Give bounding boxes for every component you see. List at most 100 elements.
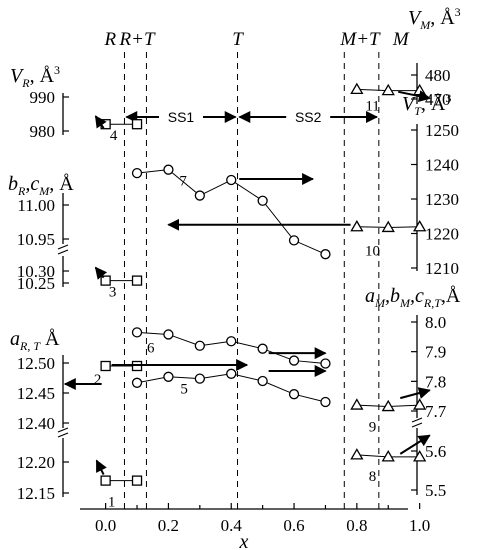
v-t-tick-label: 1220 — [425, 225, 459, 244]
series-5-circle-marker — [257, 375, 268, 387]
series-10-number-label: 10 — [365, 243, 380, 259]
am-bm-crt-title-symbol: a — [365, 285, 375, 307]
am-bm-crt-title-subscript: M — [374, 296, 386, 310]
series-6-circle-marker — [163, 329, 174, 340]
series-8-number-label: 8 — [369, 469, 377, 485]
series-8-triangle-marker — [413, 450, 427, 462]
v-r-title-superscript: 3 — [54, 63, 60, 77]
series-4-number-label: 4 — [110, 128, 118, 144]
a-rt-title-subscript: R, T — [19, 339, 41, 353]
x-tick-label: 0.6 — [283, 516, 304, 535]
v-t-title-symbol: V — [402, 93, 417, 115]
a-rt-tick-label: 12.40 — [17, 414, 55, 433]
v-t-tick-label: 1210 — [425, 259, 459, 278]
a-rt-axis-title: aR, T Å — [10, 328, 60, 353]
series-6-circle-marker — [288, 355, 300, 366]
am-bm-crt-title-subscript-3: R,T — [423, 296, 442, 310]
series-11-triangle-marker — [381, 83, 395, 96]
phase-label: R — [104, 29, 117, 50]
br-cm-title-symbol-2: ,c — [25, 173, 39, 195]
x-tick-label: 0.0 — [95, 516, 116, 535]
x-tick-label: 0.8 — [346, 516, 367, 535]
am-bm-crt-tick-label: 5.5 — [425, 481, 446, 500]
v-r-title-symbol: V — [10, 65, 25, 87]
x-tick-label: 0.4 — [221, 516, 243, 535]
phase-label: T — [232, 29, 244, 50]
series-3-square-marker — [131, 275, 143, 286]
series-8-triangle-marker — [381, 450, 395, 462]
series-11-number-label: 11 — [365, 99, 379, 115]
series-6-circle-marker — [320, 358, 331, 369]
br-cm-tick-label: 10.30 — [17, 262, 55, 281]
am-bm-crt-title-symbol-3: ,c — [410, 285, 424, 307]
series-2-number-label: 2 — [94, 372, 102, 388]
v-r-tick-label: 980 — [30, 122, 56, 141]
series-7-circle-marker — [194, 190, 205, 201]
axes-frame: 0.0 0.2 0.4 0.6 0.8 1.0 x — [80, 503, 430, 550]
br-cm-axis-break — [57, 249, 69, 255]
v-t-tick-label: 1230 — [425, 190, 459, 209]
series-5-circle-marker — [163, 371, 174, 382]
br-cm-tick-label: 11.00 — [17, 196, 55, 215]
br-cm-title-subscript-2: M — [38, 184, 50, 198]
series-1-axis-arrow — [95, 459, 107, 476]
v-m-tick-label: 470 — [425, 90, 451, 109]
series-1-square-marker — [131, 475, 143, 486]
am-bm-crt-tick-label: 8.0 — [425, 313, 446, 332]
br-cm-axis-break — [57, 244, 69, 250]
v-m-axis-title: VM, Å3 — [408, 5, 461, 32]
series-1-square-marker — [100, 475, 111, 486]
br-cm-title-symbol: b — [8, 173, 18, 195]
series-5-circle-marker — [226, 368, 237, 379]
v-t-axis-title: VT, Å3 — [402, 91, 451, 118]
series-5-circle-marker — [320, 396, 331, 408]
series-6-circle-marker — [194, 340, 205, 351]
series-5-circle-marker — [194, 373, 205, 384]
am-bm-crt-tick-label: 5.6 — [425, 442, 446, 461]
series-6-circle-marker — [131, 327, 143, 338]
series-10-triangle-marker — [413, 219, 427, 232]
v-m-title-superscript: 3 — [455, 5, 461, 19]
data-series: 1 2 3 4 5 6 7 8 9 10 11 — [94, 82, 427, 511]
series-11-axis-arrow — [398, 90, 431, 102]
series-9-number-label: 9 — [369, 420, 377, 436]
am-bm-crt-axis-title: aM,bM,cR,T,Å — [365, 285, 461, 310]
v-t-tick-label: 1250 — [425, 121, 459, 140]
v-r-tick-label: 990 — [30, 88, 56, 107]
br-cm-title-subscript: R — [17, 184, 26, 198]
a-rt-tick-label: 12.50 — [17, 354, 55, 373]
am-bm-crt-tick-label: 7.8 — [425, 372, 446, 391]
phase-boundaries: R R+T T M+T M — [104, 29, 410, 509]
v-r-title-unit: , Å — [30, 65, 55, 87]
series-5-circle-marker — [288, 389, 300, 400]
v-m-title-unit: , Å — [430, 7, 455, 29]
v-t-tick-label: 1240 — [425, 156, 459, 175]
x-axis-title: x — [239, 531, 249, 550]
series-7-circle-marker — [257, 195, 268, 206]
series-3-number-label: 3 — [109, 285, 117, 301]
series-6-circle-marker — [257, 343, 268, 354]
series-7-circle-marker — [288, 235, 300, 246]
a-rt-tick-label: 12.20 — [17, 453, 55, 472]
am-bm-crt-title-symbol-2: ,b — [385, 285, 400, 307]
x-tick-label: 0.2 — [158, 516, 179, 535]
v-r-title-subscript: R — [21, 76, 30, 90]
br-cm-axis-title: bR,cM, Å — [8, 173, 74, 198]
am-bm-crt-title-unit: ,Å — [441, 285, 461, 307]
v-t-title-subscript: T — [414, 104, 422, 118]
series-7-circle-marker — [320, 249, 331, 260]
am-bm-crt-tick-label: 7.7 — [425, 402, 447, 421]
x-tick-label: 1.0 — [409, 516, 430, 535]
series-7-circle-marker — [226, 174, 237, 186]
a-rt-title-symbol: a — [10, 328, 20, 350]
series-9-axis-arrow — [399, 387, 431, 400]
series-3-axis-arrow — [94, 266, 108, 280]
am-bm-crt-title-subscript-2: M — [399, 296, 411, 310]
phase-label: M — [392, 29, 410, 50]
br-cm-tick-label: 10.95 — [17, 230, 55, 249]
series-7-circle-marker — [131, 167, 143, 179]
a-rt-title-unit: Å — [40, 328, 60, 350]
